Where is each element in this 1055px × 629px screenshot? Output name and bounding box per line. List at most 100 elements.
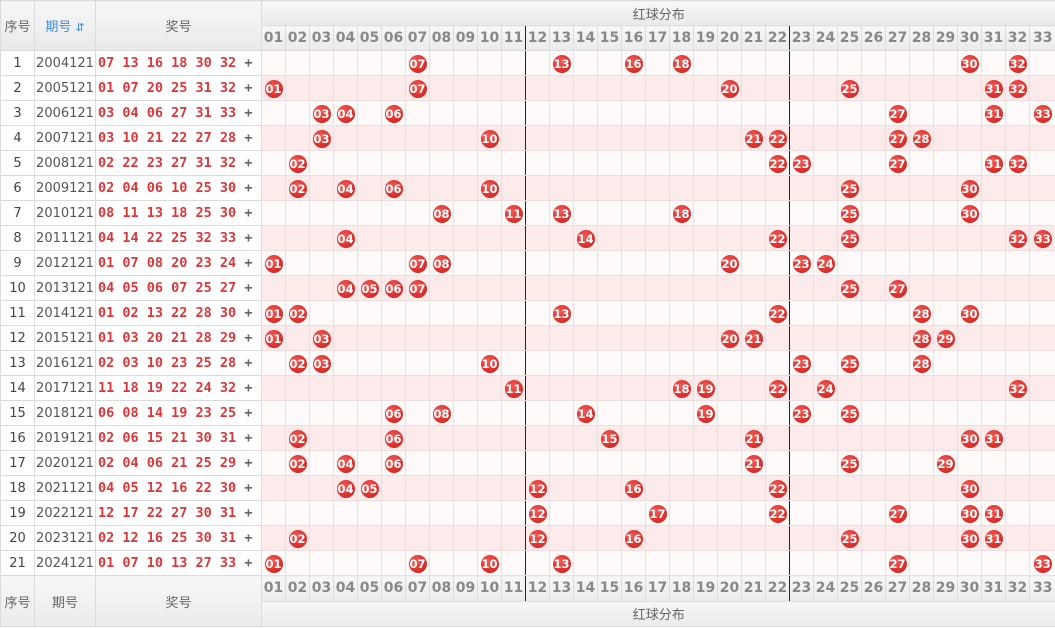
distribution-cell xyxy=(597,150,622,176)
distribution-cell xyxy=(981,400,1006,426)
distribution-cell xyxy=(1028,200,1055,226)
distribution-cell xyxy=(333,500,358,526)
distribution-cell xyxy=(429,550,454,576)
distribution-cell xyxy=(285,125,310,151)
distribution-cell xyxy=(741,175,766,201)
distribution-cell xyxy=(477,500,502,526)
red-ball: 27 xyxy=(888,504,907,523)
distribution-cell xyxy=(285,500,310,526)
distribution-cell: 32 xyxy=(1005,50,1030,76)
distribution-cell xyxy=(285,225,310,251)
distribution-cell xyxy=(357,300,382,326)
distribution-cell: 23 xyxy=(789,350,814,376)
distribution-cell: 10 xyxy=(477,175,502,201)
red-ball: 25 xyxy=(840,454,859,473)
distribution-cell xyxy=(789,325,814,351)
distribution-cell: 04 xyxy=(333,225,358,251)
distribution-cell xyxy=(1028,475,1055,501)
header-number-23: 23 xyxy=(789,25,814,51)
red-ball: 06 xyxy=(384,404,403,423)
footer-number-11: 11 xyxy=(501,575,526,602)
red-ball: 22 xyxy=(768,129,787,148)
distribution-cell xyxy=(693,300,718,326)
distribution-cell: 24 xyxy=(813,375,838,401)
distribution-cell xyxy=(333,125,358,151)
row-index: 18 xyxy=(0,475,35,501)
distribution-cell xyxy=(621,500,646,526)
distribution-cell xyxy=(1028,275,1055,301)
header-issue-label[interactable]: 期号 xyxy=(45,20,72,35)
distribution-cell xyxy=(477,475,502,501)
distribution-cell xyxy=(1005,125,1030,151)
red-ball: 30 xyxy=(960,54,979,73)
distribution-cell xyxy=(1005,425,1030,451)
distribution-cell xyxy=(1005,525,1030,551)
distribution-cell xyxy=(909,475,934,501)
row-index: 11 xyxy=(0,300,35,326)
red-ball: 04 xyxy=(336,179,355,198)
distribution-cell xyxy=(333,325,358,351)
distribution-cell xyxy=(621,175,646,201)
red-ball: 02 xyxy=(288,154,307,173)
red-ball: 20 xyxy=(720,79,739,98)
distribution-cell: 19 xyxy=(693,375,718,401)
distribution-cell xyxy=(429,450,454,476)
distribution-cell xyxy=(669,425,694,451)
distribution-cell xyxy=(1028,350,1055,376)
row-issue: 2020121 xyxy=(34,450,96,476)
distribution-cell xyxy=(789,200,814,226)
distribution-cell xyxy=(285,400,310,426)
distribution-cell xyxy=(525,150,550,176)
sort-icon[interactable]: ⇵ xyxy=(75,21,85,34)
distribution-cell xyxy=(549,250,574,276)
distribution-cell xyxy=(1005,350,1030,376)
red-ball: 25 xyxy=(840,404,859,423)
red-ball: 02 xyxy=(288,454,307,473)
distribution-cell: 31 xyxy=(981,425,1006,451)
distribution-cell xyxy=(621,275,646,301)
distribution-cell xyxy=(741,200,766,226)
red-numbers: 02 04 06 10 25 30 xyxy=(98,180,237,196)
red-ball: 27 xyxy=(888,129,907,148)
header-issue-sortable[interactable]: 期号 ⇵ xyxy=(34,0,96,51)
distribution-cell xyxy=(381,375,406,401)
distribution-cell: 13 xyxy=(549,50,574,76)
header-number-22: 22 xyxy=(765,25,790,51)
red-ball: 27 xyxy=(888,154,907,173)
distribution-cell xyxy=(1005,250,1030,276)
distribution-cell: 28 xyxy=(909,125,934,151)
distribution-cell xyxy=(645,525,670,551)
row-index: 9 xyxy=(0,250,35,276)
distribution-cell xyxy=(597,400,622,426)
plus-sign: + xyxy=(244,355,253,371)
distribution-cell xyxy=(741,100,766,126)
red-ball: 21 xyxy=(744,329,763,348)
distribution-cell xyxy=(765,350,790,376)
distribution-cell xyxy=(477,100,502,126)
distribution-cell xyxy=(813,425,838,451)
distribution-cell: 06 xyxy=(381,400,406,426)
distribution-cell xyxy=(453,200,478,226)
distribution-cell xyxy=(933,375,958,401)
distribution-cell xyxy=(813,525,838,551)
red-numbers: 06 08 14 19 23 25 xyxy=(98,405,237,421)
row-draw: 04 05 06 07 25 27 + 07 xyxy=(95,275,262,301)
distribution-cell xyxy=(261,375,286,401)
distribution-cell xyxy=(981,300,1006,326)
row-draw: 07 13 16 18 30 32 + 10 xyxy=(95,50,262,76)
distribution-cell xyxy=(1005,300,1030,326)
distribution-cell xyxy=(501,475,526,501)
distribution-cell xyxy=(813,75,838,101)
distribution-cell xyxy=(1005,400,1030,426)
distribution-cell xyxy=(477,375,502,401)
distribution-cell xyxy=(813,275,838,301)
distribution-cell xyxy=(525,375,550,401)
distribution-cell xyxy=(429,225,454,251)
distribution-cell xyxy=(501,325,526,351)
row-issue: 2010121 xyxy=(34,200,96,226)
distribution-cell: 31 xyxy=(981,525,1006,551)
distribution-cell: 04 xyxy=(333,475,358,501)
distribution-cell: 12 xyxy=(525,500,550,526)
